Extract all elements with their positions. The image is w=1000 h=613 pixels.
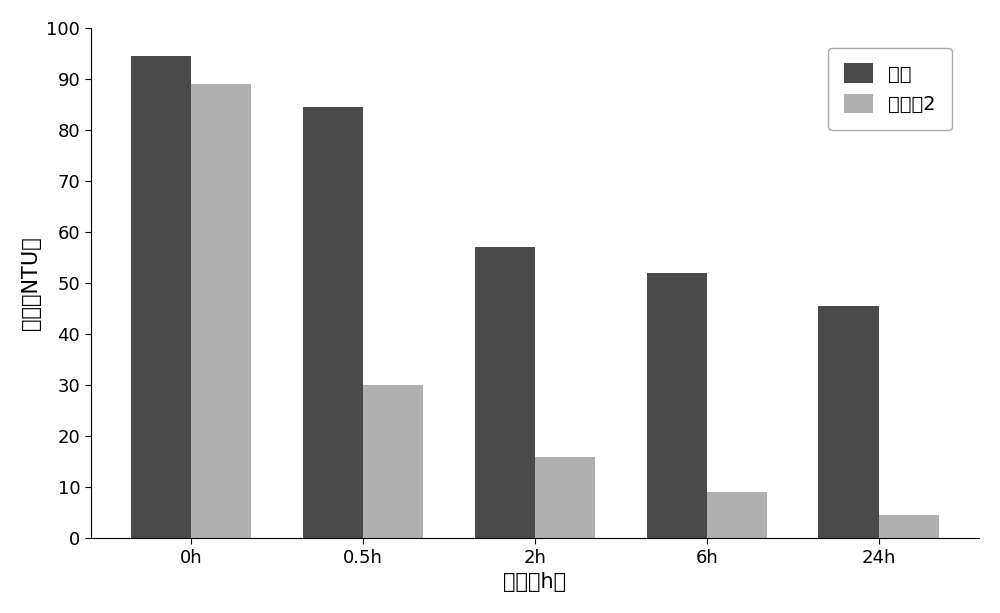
Bar [475, 247, 535, 538]
Bar [647, 273, 707, 538]
Bar [131, 56, 191, 538]
Bar [879, 516, 939, 538]
Bar [707, 492, 767, 538]
Legend: 对照, 处理组2: 对照, 处理组2 [828, 48, 952, 130]
X-axis label: 时间（h）: 时间（h） [503, 572, 566, 592]
Bar [363, 385, 423, 538]
Bar [535, 457, 595, 538]
Bar [191, 84, 251, 538]
Y-axis label: 浊度（NTU）: 浊度（NTU） [21, 236, 41, 330]
Bar [303, 107, 363, 538]
Bar [818, 306, 879, 538]
